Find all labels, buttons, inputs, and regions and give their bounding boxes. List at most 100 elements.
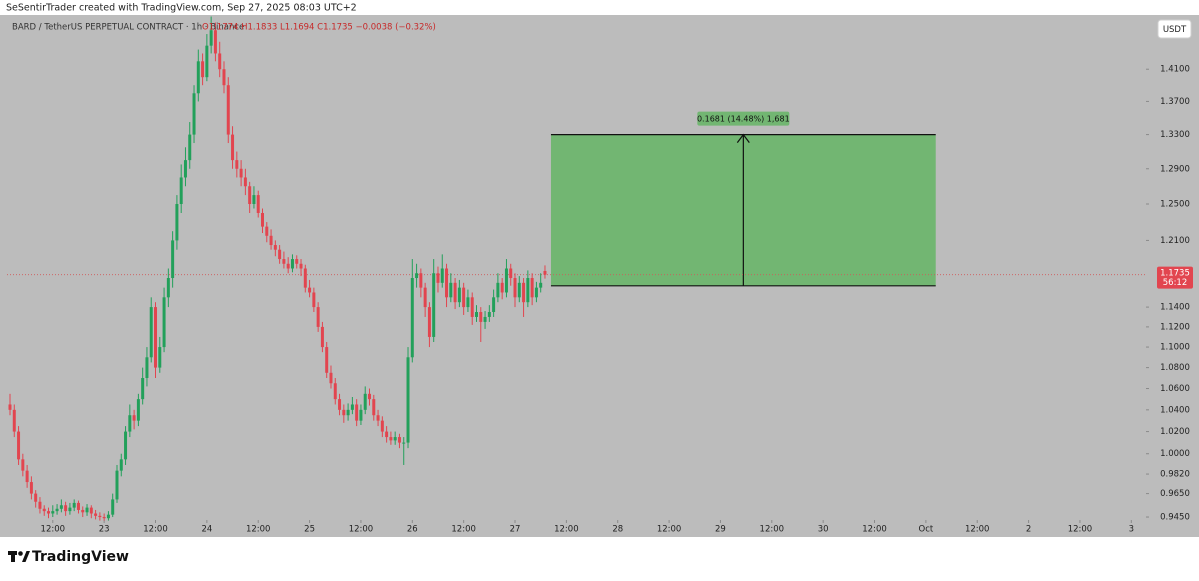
- candle-body: [141, 378, 145, 400]
- candle-body: [166, 278, 170, 298]
- candle-body: [320, 326, 324, 348]
- candle-body: [128, 415, 132, 432]
- candle-body: [419, 273, 423, 288]
- y-tick-label: 0.9450: [1160, 513, 1190, 523]
- x-tick-label: 3: [1129, 525, 1134, 535]
- x-tick-label: 12:00: [1068, 525, 1093, 535]
- y-tick-label: 1.1400: [1160, 303, 1190, 313]
- measure-label-box: [697, 111, 790, 126]
- candle-body: [539, 282, 543, 288]
- x-tick-label: 2: [1026, 525, 1031, 535]
- candle-body: [226, 85, 230, 135]
- candle-body: [47, 511, 51, 514]
- candle-body: [500, 282, 504, 293]
- candle-body: [496, 282, 500, 298]
- candle-body: [76, 502, 80, 510]
- candle-body: [29, 482, 33, 494]
- candle-body: [543, 270, 547, 275]
- last-price-label: 1.1735: [1160, 269, 1190, 279]
- y-tick-label: 0.9650: [1160, 489, 1190, 499]
- candle-body: [397, 437, 401, 443]
- candle-body: [154, 307, 158, 368]
- candle-body: [522, 282, 526, 303]
- candle-body: [269, 235, 273, 246]
- candle-body: [132, 415, 136, 421]
- y-tick-label: 1.3700: [1160, 97, 1190, 107]
- candle-body: [205, 45, 209, 78]
- candle-body: [393, 437, 397, 441]
- candle-body: [312, 292, 316, 308]
- candle-body: [346, 409, 350, 416]
- measure-arrow-head: [736, 133, 750, 143]
- x-tick-label: 12:00: [143, 525, 168, 535]
- candle-body: [149, 307, 153, 358]
- candle-body: [89, 507, 93, 514]
- candle-body: [261, 213, 265, 227]
- label-layer: SeSentirTrader created with TradingView.…: [6, 3, 1193, 565]
- candle-body: [235, 160, 239, 169]
- candle-body: [445, 268, 449, 298]
- candle-body: [256, 195, 260, 214]
- x-tick-label: 12:00: [246, 525, 271, 535]
- candle-body: [303, 268, 307, 288]
- y-tick-label: 1.1000: [1160, 343, 1190, 353]
- candle-body: [526, 278, 530, 303]
- candle-body: [171, 240, 175, 279]
- candle-body: [115, 470, 119, 500]
- brand: TradingView: [32, 549, 129, 565]
- candle-body: [145, 357, 149, 379]
- x-tick-label: 12:00: [965, 525, 990, 535]
- candle-body: [534, 287, 538, 298]
- candle-body: [273, 245, 277, 250]
- y-tick-label: 1.2900: [1160, 164, 1190, 174]
- candle-body: [222, 69, 226, 86]
- candle-layer: [8, 16, 547, 521]
- candle-body: [183, 160, 187, 178]
- candle-body: [509, 268, 513, 279]
- candle-body: [59, 505, 63, 509]
- last-price-tag: [1157, 266, 1193, 289]
- measure-label: 0.1681 (14.48%) 1,681: [697, 115, 790, 124]
- x-tick-label: 30: [818, 525, 829, 535]
- candle-body: [34, 493, 38, 502]
- candle-body: [94, 513, 98, 516]
- currency-button-label[interactable]: USDT: [1163, 25, 1187, 35]
- candle-body: [64, 505, 68, 512]
- credit: SeSentirTrader created with TradingView.…: [6, 3, 357, 14]
- candle-body: [188, 134, 192, 161]
- candle-body: [333, 383, 337, 400]
- candle-body: [436, 273, 440, 283]
- x-tick-label: 12:00: [862, 525, 887, 535]
- candle-body: [218, 53, 222, 70]
- y-tick-label: 1.4100: [1160, 65, 1190, 75]
- candle-body: [453, 282, 457, 303]
- currency-button[interactable]: [1157, 19, 1192, 39]
- candle-body: [487, 312, 491, 317]
- candle-body: [295, 259, 299, 264]
- x-tick-label: 12:00: [451, 525, 476, 535]
- candle-body: [248, 186, 252, 205]
- candle-body: [474, 312, 478, 317]
- candle-body: [316, 307, 320, 327]
- candle-body: [162, 297, 166, 348]
- candle-body: [111, 499, 115, 515]
- x-tick-label: 23: [99, 525, 110, 535]
- candle-body: [51, 511, 55, 514]
- candle-body: [38, 501, 42, 509]
- candle-body: [106, 514, 110, 519]
- x-tick-label: 12:00: [349, 525, 374, 535]
- candle-body: [209, 30, 213, 46]
- x-tick-label: Oct: [919, 525, 934, 535]
- y-tick-label: 1.2100: [1160, 236, 1190, 246]
- candle-body: [192, 93, 196, 135]
- candle-body: [158, 347, 162, 368]
- candle-body: [175, 204, 179, 241]
- candle-body: [12, 409, 16, 432]
- y-tick-label: 1.1200: [1160, 322, 1190, 332]
- candle-body: [466, 297, 470, 308]
- candle-body: [119, 459, 123, 471]
- candle-body: [338, 399, 342, 410]
- candle-body: [406, 357, 410, 443]
- candle-body: [179, 177, 183, 205]
- candle-body: [201, 61, 205, 78]
